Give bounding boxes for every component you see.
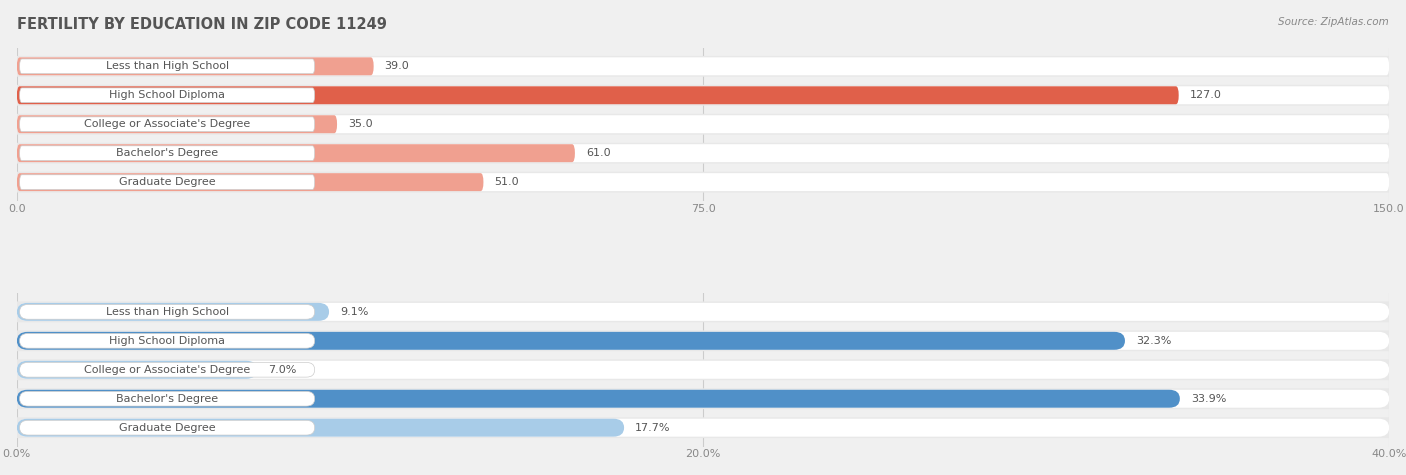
Text: College or Associate's Degree: College or Associate's Degree: [84, 119, 250, 129]
FancyBboxPatch shape: [17, 361, 1389, 379]
FancyBboxPatch shape: [17, 173, 1389, 191]
FancyBboxPatch shape: [20, 304, 315, 319]
Text: 39.0: 39.0: [385, 61, 409, 71]
FancyBboxPatch shape: [17, 57, 374, 76]
FancyBboxPatch shape: [17, 115, 337, 133]
FancyBboxPatch shape: [17, 303, 1389, 321]
Text: College or Associate's Degree: College or Associate's Degree: [84, 365, 250, 375]
Text: Less than High School: Less than High School: [105, 307, 229, 317]
Text: Graduate Degree: Graduate Degree: [120, 177, 215, 187]
FancyBboxPatch shape: [20, 146, 315, 161]
FancyBboxPatch shape: [17, 302, 1389, 322]
FancyBboxPatch shape: [20, 420, 315, 435]
FancyBboxPatch shape: [20, 391, 315, 406]
FancyBboxPatch shape: [17, 114, 1389, 134]
FancyBboxPatch shape: [17, 143, 1389, 163]
FancyBboxPatch shape: [17, 331, 1389, 351]
FancyBboxPatch shape: [17, 360, 1389, 380]
Text: 51.0: 51.0: [495, 177, 519, 187]
FancyBboxPatch shape: [17, 57, 1389, 76]
FancyBboxPatch shape: [17, 303, 329, 321]
FancyBboxPatch shape: [17, 85, 1389, 106]
FancyBboxPatch shape: [17, 56, 1389, 77]
FancyBboxPatch shape: [17, 332, 1389, 350]
FancyBboxPatch shape: [17, 418, 624, 437]
Text: 9.1%: 9.1%: [340, 307, 368, 317]
Text: 127.0: 127.0: [1189, 90, 1222, 100]
FancyBboxPatch shape: [20, 59, 315, 74]
FancyBboxPatch shape: [20, 88, 315, 103]
FancyBboxPatch shape: [17, 388, 1389, 409]
Text: Source: ZipAtlas.com: Source: ZipAtlas.com: [1278, 17, 1389, 27]
FancyBboxPatch shape: [17, 418, 1389, 437]
Text: High School Diploma: High School Diploma: [110, 90, 225, 100]
FancyBboxPatch shape: [17, 144, 1389, 162]
Text: 35.0: 35.0: [349, 119, 373, 129]
FancyBboxPatch shape: [17, 172, 1389, 192]
FancyBboxPatch shape: [17, 173, 484, 191]
FancyBboxPatch shape: [17, 332, 1125, 350]
Text: Bachelor's Degree: Bachelor's Degree: [117, 148, 218, 158]
Text: Graduate Degree: Graduate Degree: [120, 423, 215, 433]
Text: FERTILITY BY EDUCATION IN ZIP CODE 11249: FERTILITY BY EDUCATION IN ZIP CODE 11249: [17, 17, 387, 32]
FancyBboxPatch shape: [17, 115, 1389, 133]
FancyBboxPatch shape: [17, 86, 1389, 104]
Text: 32.3%: 32.3%: [1136, 336, 1171, 346]
Text: 33.9%: 33.9%: [1191, 394, 1226, 404]
FancyBboxPatch shape: [20, 333, 315, 348]
FancyBboxPatch shape: [20, 117, 315, 132]
FancyBboxPatch shape: [17, 390, 1389, 408]
FancyBboxPatch shape: [20, 175, 315, 190]
Text: 61.0: 61.0: [586, 148, 610, 158]
FancyBboxPatch shape: [17, 390, 1180, 408]
Text: Bachelor's Degree: Bachelor's Degree: [117, 394, 218, 404]
FancyBboxPatch shape: [20, 362, 315, 377]
FancyBboxPatch shape: [17, 86, 1178, 104]
Text: High School Diploma: High School Diploma: [110, 336, 225, 346]
FancyBboxPatch shape: [17, 144, 575, 162]
Text: 7.0%: 7.0%: [269, 365, 297, 375]
FancyBboxPatch shape: [17, 417, 1389, 438]
Text: 17.7%: 17.7%: [636, 423, 671, 433]
FancyBboxPatch shape: [17, 361, 257, 379]
Text: Less than High School: Less than High School: [105, 61, 229, 71]
